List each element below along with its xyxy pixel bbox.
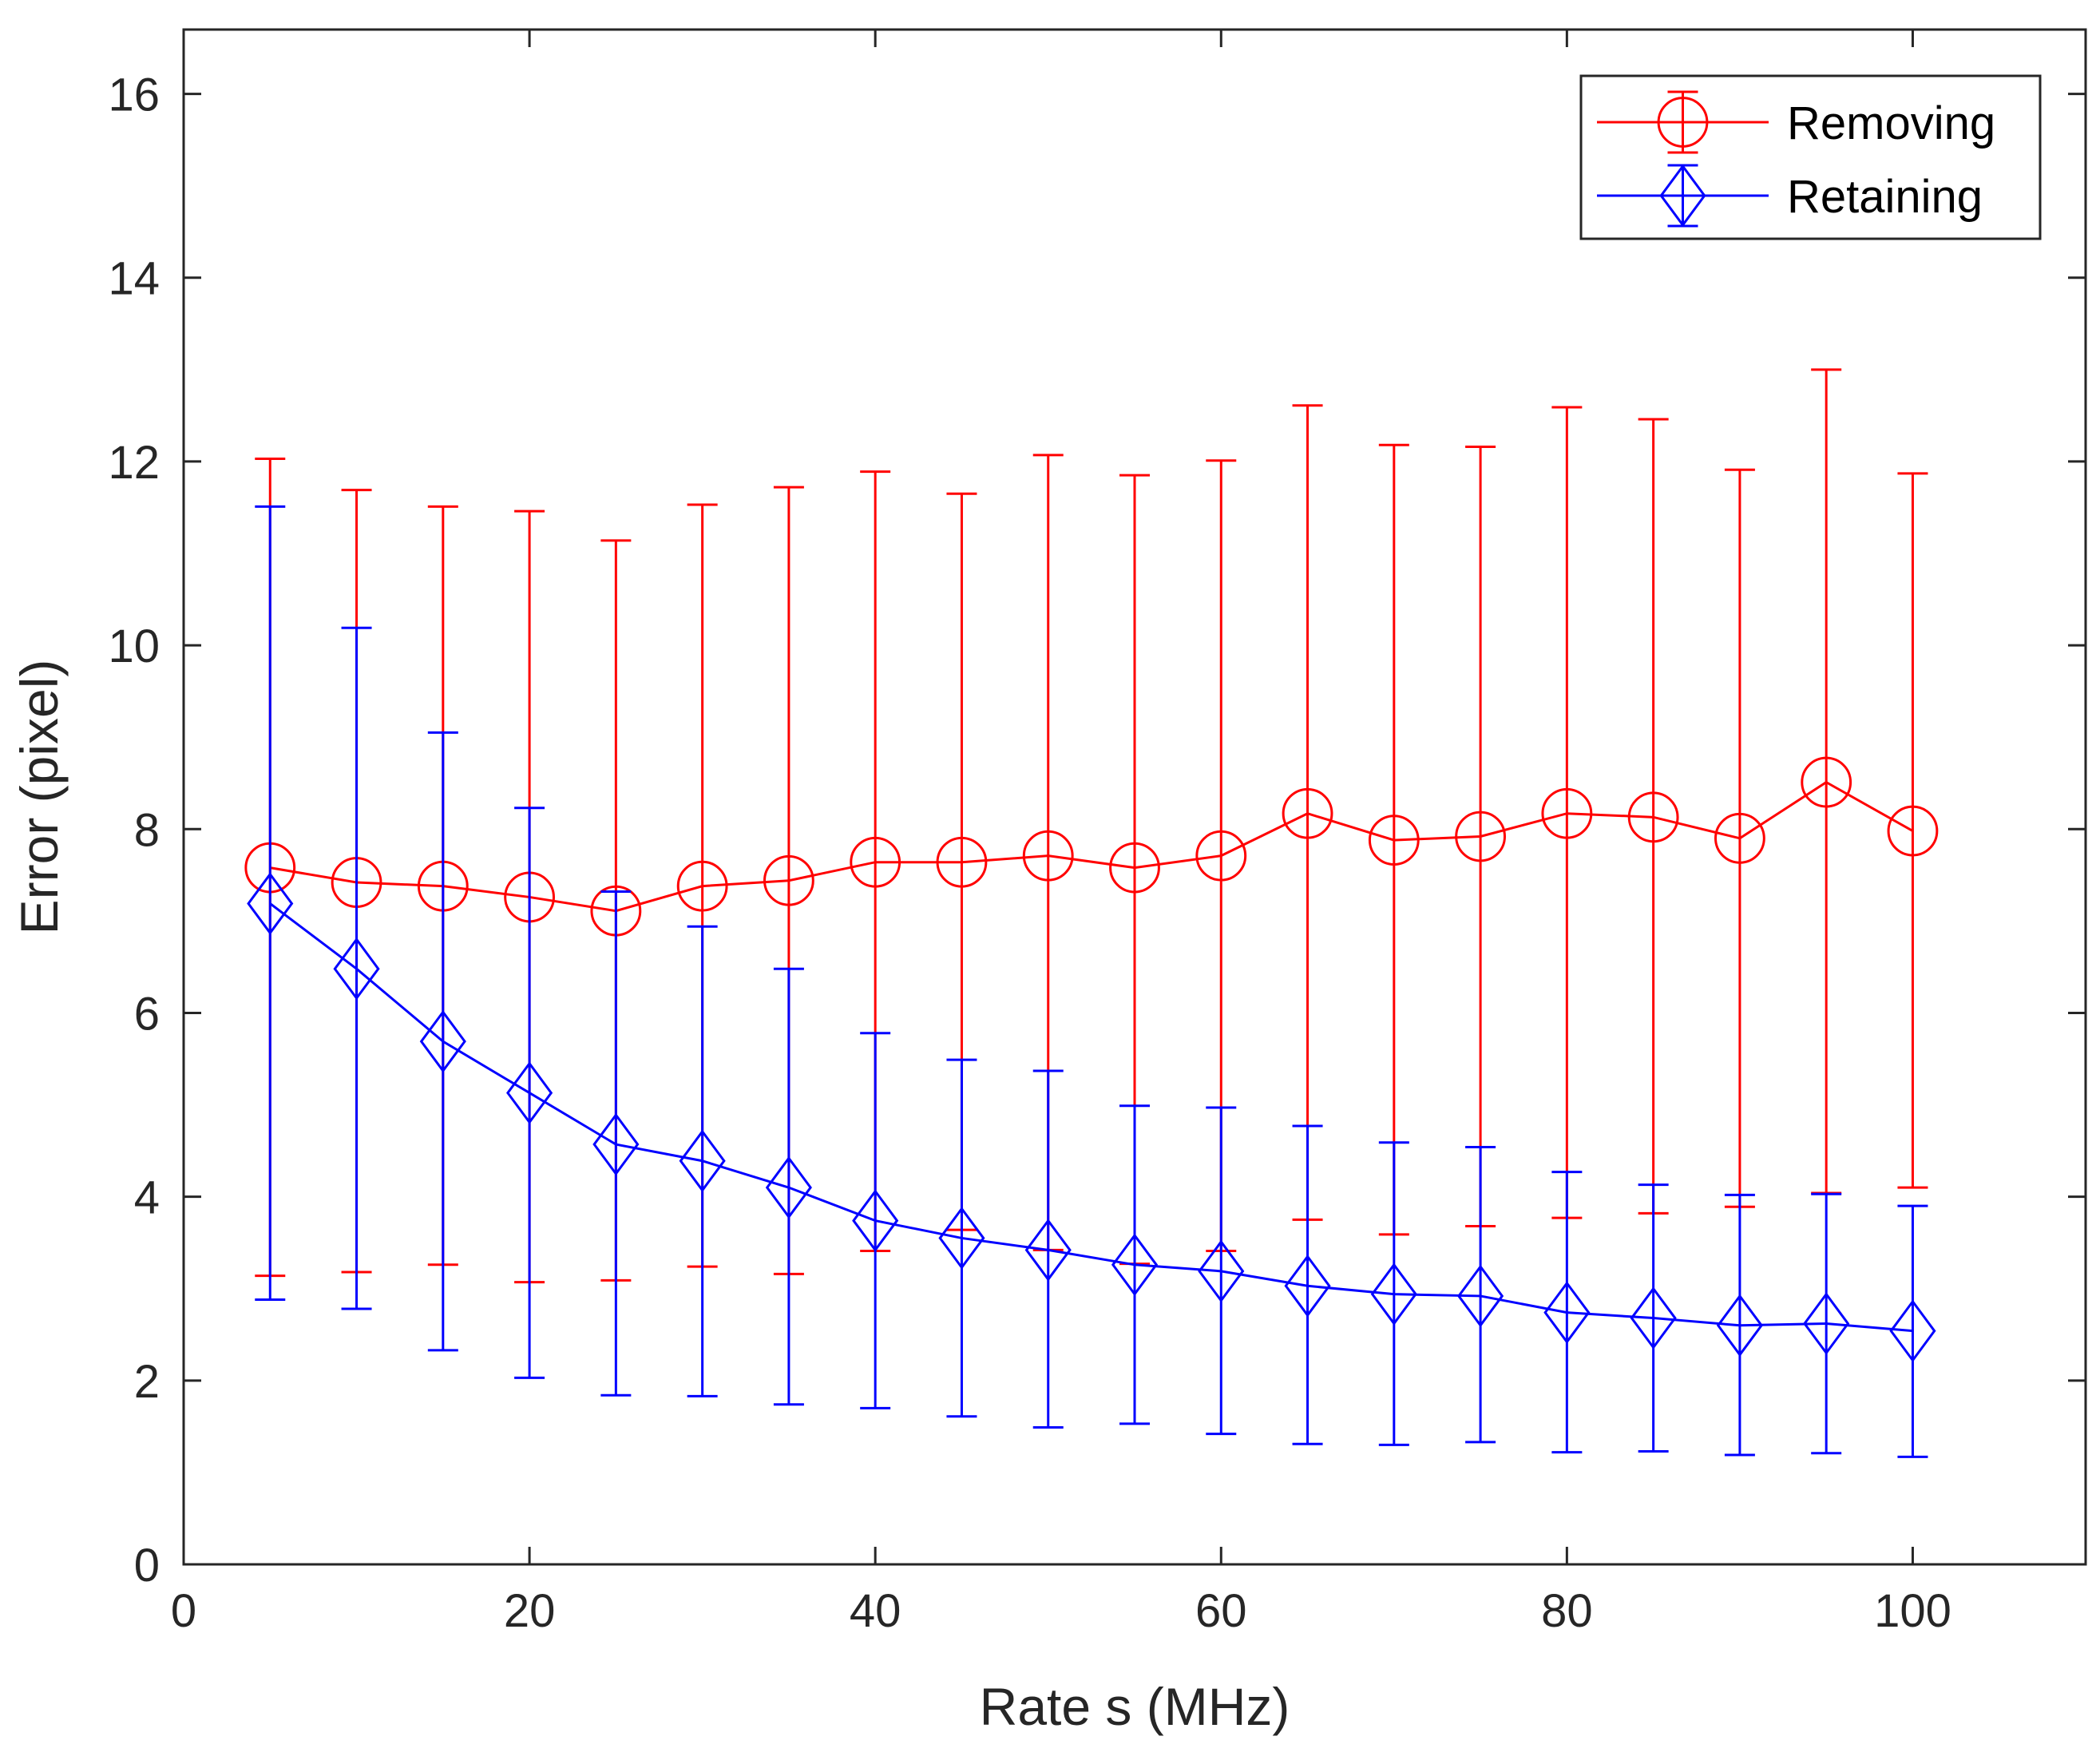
- x-tick-label: 0: [171, 1585, 196, 1637]
- legend-entry-retaining: [1597, 164, 1769, 228]
- data-point-removing: [1541, 787, 1593, 839]
- data-point-retaining: [1024, 1219, 1072, 1282]
- x-tick-label: 80: [1541, 1585, 1593, 1637]
- y-tick-label: 4: [134, 1172, 160, 1224]
- data-point-removing: [676, 860, 728, 912]
- series-line-removing: [270, 780, 1914, 913]
- data-point-removing: [1282, 787, 1333, 839]
- x-tick-label: 60: [1195, 1585, 1247, 1637]
- y-tick-label: 8: [134, 804, 160, 856]
- data-point-removing: [936, 836, 988, 888]
- data-point-removing: [1627, 791, 1679, 843]
- series-layer: [244, 368, 1939, 1458]
- data-point-retaining: [1370, 1263, 1417, 1326]
- data-point-retaining: [1803, 1292, 1850, 1355]
- data-point-retaining: [1889, 1299, 1936, 1362]
- data-point-retaining: [1716, 1294, 1763, 1358]
- data-point-removing: [1714, 812, 1765, 864]
- x-tick-label: 40: [850, 1585, 901, 1637]
- legend-box: [1579, 74, 2042, 240]
- legend-label-removing: Removing: [1787, 97, 1995, 149]
- data-point-removing: [1455, 811, 1506, 862]
- y-tick-label: 0: [134, 1540, 160, 1592]
- tick-labels: 0 20 40 60 80 100 0 2 4 6 8 10 12 14 16: [108, 69, 1951, 1637]
- data-point-retaining: [247, 872, 294, 935]
- legend: Removing Retaining: [1579, 74, 2042, 240]
- data-point-retaining: [679, 1129, 726, 1193]
- data-point-removing: [1801, 756, 1852, 808]
- data-point-removing: [1109, 842, 1160, 894]
- data-point-removing: [1368, 815, 1420, 866]
- legend-entry-removing: [1597, 90, 1769, 154]
- data-point-removing: [763, 854, 814, 906]
- axis-ticks: [182, 30, 2086, 1566]
- data-point-removing: [1022, 830, 1074, 882]
- y-tick-label: 12: [108, 437, 160, 489]
- data-point-retaining: [852, 1189, 899, 1252]
- legend-marker-retaining: [1659, 164, 1706, 228]
- data-point-removing: [850, 836, 901, 888]
- data-point-retaining: [506, 1061, 553, 1124]
- data-point-retaining: [419, 1009, 466, 1073]
- data-point-retaining: [938, 1207, 985, 1270]
- data-point-retaining: [1284, 1254, 1331, 1318]
- x-axis-label: Rate s (MHz): [980, 1677, 1290, 1736]
- y-axis-label: Error (pixel): [10, 660, 69, 935]
- data-point-retaining: [1198, 1239, 1245, 1303]
- data-point-retaining: [592, 1112, 640, 1176]
- data-point-removing: [1887, 805, 1939, 857]
- series-retaining: [247, 505, 1936, 1458]
- legend-marker-removing: [1657, 97, 1709, 148]
- data-point-removing: [1195, 830, 1247, 882]
- x-tick-label: 20: [504, 1585, 556, 1637]
- legend-label-retaining: Retaining: [1787, 171, 1983, 223]
- data-point-retaining: [333, 937, 380, 1001]
- y-tick-label: 6: [134, 988, 160, 1040]
- y-tick-label: 16: [108, 69, 160, 121]
- y-tick-label: 14: [108, 253, 160, 305]
- data-point-retaining: [1543, 1281, 1591, 1344]
- data-point-retaining: [1457, 1264, 1504, 1328]
- data-point-retaining: [1111, 1233, 1159, 1297]
- y-tick-label: 2: [134, 1356, 160, 1408]
- data-point-retaining: [765, 1155, 812, 1219]
- x-tick-label: 100: [1874, 1585, 1951, 1637]
- data-point-retaining: [1630, 1286, 1677, 1350]
- plot-frame: [182, 28, 2087, 1566]
- y-tick-label: 10: [108, 620, 160, 672]
